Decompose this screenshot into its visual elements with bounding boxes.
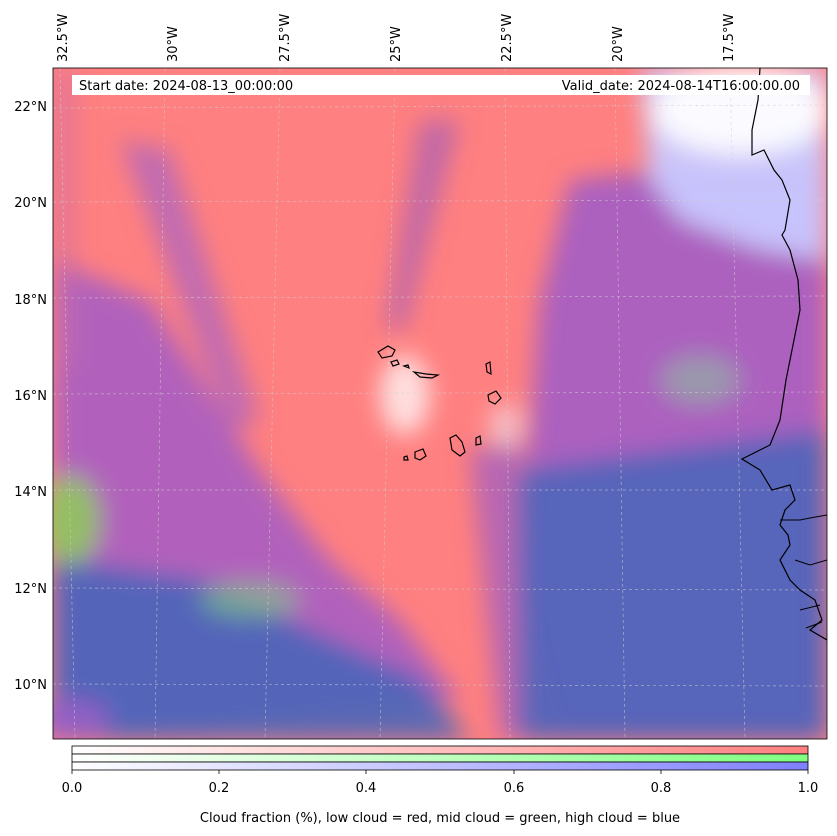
- colorbar-tick-label: 1.0: [798, 781, 819, 796]
- gridlines: [53, 68, 827, 739]
- colorbar-tick-label: 0.2: [209, 781, 230, 796]
- cloud-field: [53, 68, 827, 739]
- lat-tick-label: 12°N: [14, 582, 47, 597]
- lon-tick-label: 27.5°W: [278, 14, 293, 62]
- cloud-patch-mid-west: [53, 475, 100, 565]
- colorbar-caption: Cloud fraction (%), low cloud = red, mid…: [200, 811, 680, 826]
- colorbar-tick-label: 0.6: [504, 781, 525, 796]
- lon-tick-label: 17.5°W: [722, 14, 737, 62]
- latitude-axis: 22°N 20°N 18°N 16°N 14°N 12°N 10°N: [14, 100, 47, 693]
- colorbar: 0.0 0.2 0.4 0.6 0.8 1.0 Cloud fraction (…: [62, 745, 819, 826]
- island-maio: [475, 435, 482, 446]
- lat-tick-label: 14°N: [14, 485, 47, 500]
- cloud-patch-all-southeast: [520, 430, 827, 739]
- longitude-axis: 32.5°W 30°W 27.5°W 25°W 22.5°W 20°W 17.5…: [56, 14, 737, 62]
- cloud-band-diagonal-west: [120, 140, 260, 430]
- colorbar-tick-label: 0.0: [62, 781, 83, 796]
- island-santa-luzia: [402, 364, 410, 370]
- island-sal: [485, 361, 492, 376]
- island-boa-vista: [487, 390, 502, 405]
- lat-tick-label: 20°N: [14, 196, 47, 211]
- lon-tick-label: 22.5°W: [500, 14, 515, 62]
- valid-date-label: Valid_date: 2024-08-14T16:00:00.00: [562, 79, 800, 94]
- colorbar-low-cloud: [71, 745, 809, 755]
- lat-tick-label: 22°N: [14, 100, 47, 115]
- lat-tick-label: 18°N: [14, 293, 47, 308]
- date-header-background: [72, 75, 810, 95]
- island-santiago: [449, 434, 466, 457]
- lat-tick-label: 10°N: [14, 678, 47, 693]
- cloud-patch-mid-south: [200, 582, 300, 618]
- cloud-band-diagonal-center: [385, 120, 460, 330]
- cloud-patch-mid-ground: [660, 355, 740, 405]
- colorbar-tick-label: 0.8: [651, 781, 672, 796]
- island-fogo: [414, 448, 427, 461]
- date-header: Start date: 2024-08-13_00:00:00 Valid_da…: [72, 75, 810, 95]
- colorbar-mid-cloud: [71, 753, 809, 763]
- coastline-detail: [780, 514, 827, 629]
- cloud-strip-west: [53, 68, 75, 368]
- cloud-patch-clear-south: [490, 403, 520, 447]
- lon-tick-label: 32.5°W: [56, 14, 71, 62]
- colorbar-tick-label: 0.4: [356, 781, 377, 796]
- cloud-patch-mixed-southwest: [53, 700, 110, 739]
- start-date-label: Start date: 2024-08-13_00:00:00: [79, 79, 293, 94]
- island-brava: [403, 455, 409, 461]
- island-sao-vicente: [390, 359, 400, 367]
- lon-tick-label: 20°W: [611, 26, 626, 62]
- coastline-africa: [740, 68, 827, 641]
- lat-tick-label: 16°N: [14, 389, 47, 404]
- colorbar-ticks: [71, 770, 809, 774]
- island-santo-antao: [377, 345, 396, 359]
- colorbar-high-cloud: [71, 761, 809, 771]
- islands-cape-verde: [377, 345, 502, 461]
- island-sao-nicolau: [411, 371, 441, 379]
- lon-tick-label: 30°W: [166, 26, 181, 62]
- lon-tick-label: 25°W: [389, 26, 404, 62]
- map-frame: [52, 67, 828, 740]
